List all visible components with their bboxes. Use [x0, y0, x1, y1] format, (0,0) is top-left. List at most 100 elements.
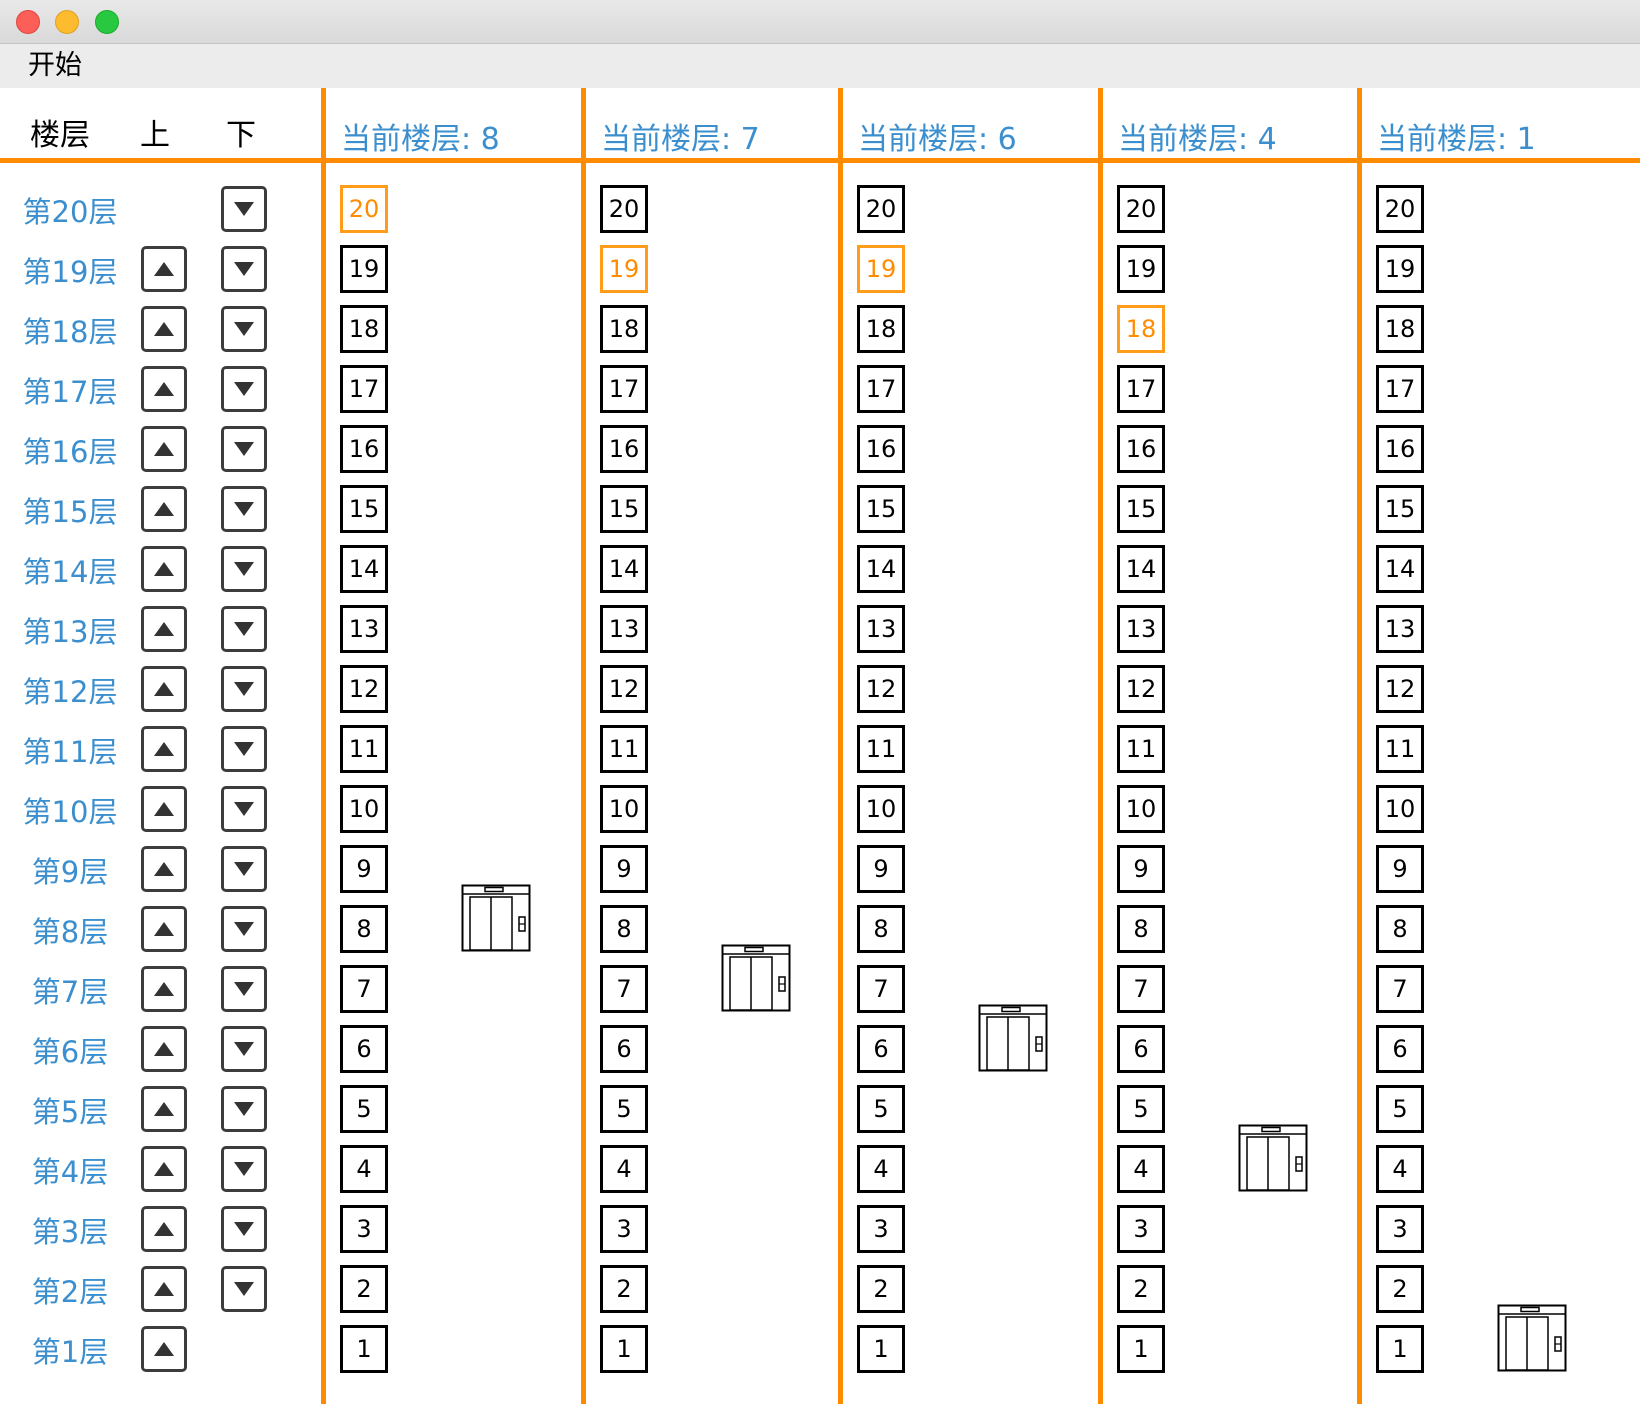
floor-select-button[interactable]: 19 — [857, 245, 905, 293]
floor-select-button[interactable]: 7 — [600, 965, 648, 1013]
floor-select-button[interactable]: 4 — [1376, 1145, 1424, 1193]
floor-select-button[interactable]: 17 — [1117, 365, 1165, 413]
floor-select-button[interactable]: 16 — [1117, 425, 1165, 473]
call-up-button[interactable] — [141, 1206, 187, 1252]
floor-select-button[interactable]: 10 — [600, 785, 648, 833]
call-down-button[interactable] — [221, 306, 267, 352]
call-down-button[interactable] — [221, 1206, 267, 1252]
floor-select-button[interactable]: 1 — [600, 1325, 648, 1373]
floor-select-button[interactable]: 2 — [600, 1265, 648, 1313]
floor-select-button[interactable]: 18 — [857, 305, 905, 353]
floor-select-button[interactable]: 7 — [340, 965, 388, 1013]
call-up-button[interactable] — [141, 906, 187, 952]
floor-select-button[interactable]: 1 — [1117, 1325, 1165, 1373]
floor-select-button[interactable]: 12 — [600, 665, 648, 713]
call-up-button[interactable] — [141, 246, 187, 292]
floor-select-button[interactable]: 14 — [600, 545, 648, 593]
floor-select-button[interactable]: 5 — [340, 1085, 388, 1133]
floor-select-button[interactable]: 5 — [600, 1085, 648, 1133]
floor-select-button[interactable]: 15 — [1376, 485, 1424, 533]
floor-select-button[interactable]: 18 — [600, 305, 648, 353]
floor-select-button[interactable]: 10 — [1376, 785, 1424, 833]
floor-select-button[interactable]: 14 — [1376, 545, 1424, 593]
floor-select-button[interactable]: 6 — [600, 1025, 648, 1073]
call-up-button[interactable] — [141, 666, 187, 712]
floor-select-button[interactable]: 16 — [340, 425, 388, 473]
floor-select-button[interactable]: 20 — [600, 185, 648, 233]
floor-select-button[interactable]: 11 — [1117, 725, 1165, 773]
call-down-button[interactable] — [221, 246, 267, 292]
call-up-button[interactable] — [141, 1026, 187, 1072]
floor-select-button[interactable]: 7 — [857, 965, 905, 1013]
floor-select-button[interactable]: 16 — [600, 425, 648, 473]
call-up-button[interactable] — [141, 1086, 187, 1132]
call-up-button[interactable] — [141, 1266, 187, 1312]
floor-select-button[interactable]: 20 — [857, 185, 905, 233]
close-window-button[interactable] — [16, 10, 40, 34]
call-up-button[interactable] — [141, 306, 187, 352]
call-down-button[interactable] — [221, 486, 267, 532]
floor-select-button[interactable]: 1 — [1376, 1325, 1424, 1373]
floor-select-button[interactable]: 8 — [600, 905, 648, 953]
call-up-button[interactable] — [141, 846, 187, 892]
floor-select-button[interactable]: 4 — [340, 1145, 388, 1193]
call-up-button[interactable] — [141, 786, 187, 832]
floor-select-button[interactable]: 15 — [600, 485, 648, 533]
floor-select-button[interactable]: 13 — [857, 605, 905, 653]
floor-select-button[interactable]: 17 — [857, 365, 905, 413]
floor-select-button[interactable]: 20 — [1117, 185, 1165, 233]
floor-select-button[interactable]: 11 — [1376, 725, 1424, 773]
call-down-button[interactable] — [221, 846, 267, 892]
floor-select-button[interactable]: 2 — [857, 1265, 905, 1313]
floor-select-button[interactable]: 8 — [1376, 905, 1424, 953]
floor-select-button[interactable]: 19 — [1117, 245, 1165, 293]
floor-select-button[interactable]: 14 — [857, 545, 905, 593]
floor-select-button[interactable]: 19 — [1376, 245, 1424, 293]
floor-select-button[interactable]: 5 — [857, 1085, 905, 1133]
floor-select-button[interactable]: 3 — [340, 1205, 388, 1253]
floor-select-button[interactable]: 10 — [1117, 785, 1165, 833]
floor-select-button[interactable]: 16 — [1376, 425, 1424, 473]
floor-select-button[interactable]: 19 — [340, 245, 388, 293]
floor-select-button[interactable]: 9 — [600, 845, 648, 893]
floor-select-button[interactable]: 20 — [1376, 185, 1424, 233]
menu-start[interactable]: 开始 — [28, 50, 82, 81]
floor-select-button[interactable]: 8 — [1117, 905, 1165, 953]
floor-select-button[interactable]: 18 — [340, 305, 388, 353]
floor-select-button[interactable]: 9 — [1376, 845, 1424, 893]
call-up-button[interactable] — [141, 726, 187, 772]
call-up-button[interactable] — [141, 486, 187, 532]
floor-select-button[interactable]: 15 — [1117, 485, 1165, 533]
floor-select-button[interactable]: 9 — [340, 845, 388, 893]
floor-select-button[interactable]: 12 — [1376, 665, 1424, 713]
floor-select-button[interactable]: 1 — [340, 1325, 388, 1373]
floor-select-button[interactable]: 3 — [600, 1205, 648, 1253]
floor-select-button[interactable]: 18 — [1376, 305, 1424, 353]
floor-select-button[interactable]: 15 — [857, 485, 905, 533]
floor-select-button[interactable]: 9 — [1117, 845, 1165, 893]
call-down-button[interactable] — [221, 606, 267, 652]
call-down-button[interactable] — [221, 186, 267, 232]
call-down-button[interactable] — [221, 546, 267, 592]
floor-select-button[interactable]: 8 — [340, 905, 388, 953]
floor-select-button[interactable]: 19 — [600, 245, 648, 293]
floor-select-button[interactable]: 2 — [340, 1265, 388, 1313]
floor-select-button[interactable]: 20 — [340, 185, 388, 233]
floor-select-button[interactable]: 17 — [600, 365, 648, 413]
floor-select-button[interactable]: 16 — [857, 425, 905, 473]
floor-select-button[interactable]: 1 — [857, 1325, 905, 1373]
floor-select-button[interactable]: 9 — [857, 845, 905, 893]
call-up-button[interactable] — [141, 606, 187, 652]
call-up-button[interactable] — [141, 546, 187, 592]
call-down-button[interactable] — [221, 1026, 267, 1072]
call-down-button[interactable] — [221, 1266, 267, 1312]
call-down-button[interactable] — [221, 366, 267, 412]
call-up-button[interactable] — [141, 966, 187, 1012]
floor-select-button[interactable]: 6 — [857, 1025, 905, 1073]
floor-select-button[interactable]: 7 — [1117, 965, 1165, 1013]
floor-select-button[interactable]: 3 — [857, 1205, 905, 1253]
floor-select-button[interactable]: 10 — [340, 785, 388, 833]
floor-select-button[interactable]: 6 — [340, 1025, 388, 1073]
floor-select-button[interactable]: 17 — [340, 365, 388, 413]
floor-select-button[interactable]: 18 — [1117, 305, 1165, 353]
